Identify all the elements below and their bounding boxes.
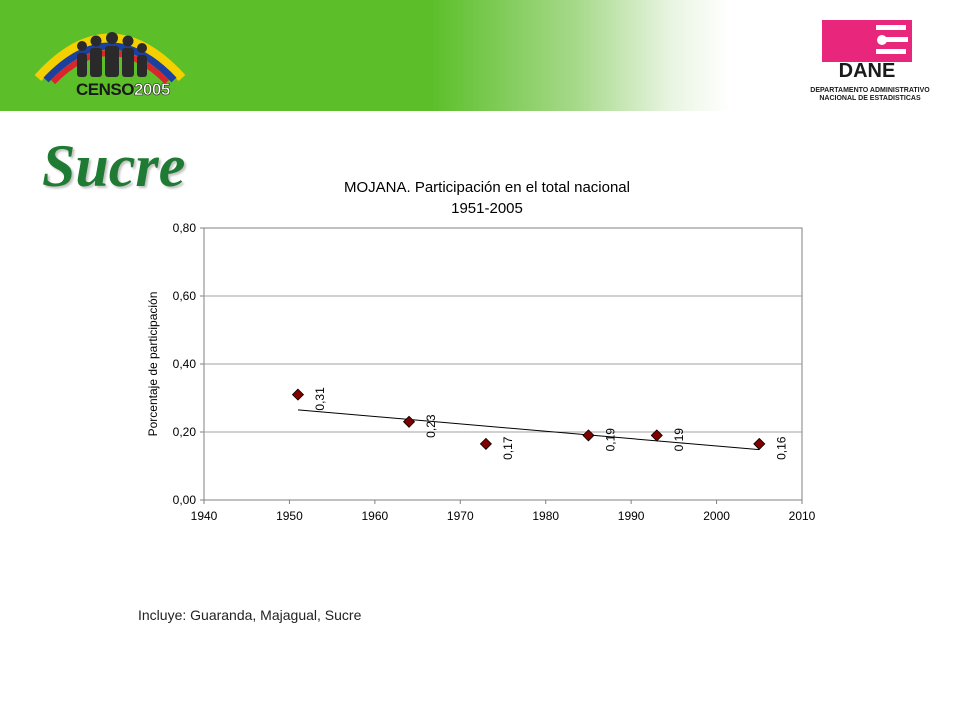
- x-tick-label: 1970: [447, 509, 474, 523]
- data-point: [402, 415, 416, 428]
- dane-caption: DEPARTAMENTO ADMINISTRATIVO NACIONAL DE …: [790, 87, 950, 103]
- y-tick-label: 0,00: [173, 493, 197, 507]
- data-point: [582, 429, 595, 442]
- censo-brand: CENSO: [76, 80, 134, 99]
- y-axis-label: Porcentaje de participación: [146, 292, 160, 437]
- data-label: 0,17: [501, 436, 515, 460]
- data-point: [291, 388, 305, 401]
- censo-logo: [34, 32, 186, 85]
- x-tick-label: 1980: [532, 509, 559, 523]
- x-tick-label: 1990: [618, 509, 645, 523]
- y-tick-label: 0,40: [173, 357, 197, 371]
- region-title: Sucre: [42, 133, 186, 199]
- participation-chart: MOJANA. Participación en el total nacion…: [146, 179, 816, 523]
- municipalities-note: Incluye: Guaranda, Majagual, Sucre: [138, 607, 362, 623]
- data-label: 0,19: [603, 428, 617, 452]
- data-point: [753, 437, 766, 450]
- data-point: [650, 429, 663, 442]
- chart-title: MOJANA. Participación en el total nacion…: [344, 179, 630, 196]
- data-label: 0,23: [424, 414, 438, 438]
- y-tick-label: 0,60: [173, 289, 197, 303]
- data-label: 0,16: [774, 436, 788, 460]
- data-label: 0,31: [313, 387, 327, 411]
- y-tick-label: 0,20: [173, 425, 197, 439]
- x-tick-label: 2000: [703, 509, 730, 523]
- dane-caption-line1: DEPARTAMENTO ADMINISTRATIVO: [810, 87, 930, 94]
- dane-wordmark: DANE: [839, 60, 896, 82]
- censo-wordmark: CENSO2005: [76, 80, 171, 100]
- x-tick-label: 1940: [191, 509, 218, 523]
- censo-year: 2005: [133, 80, 171, 100]
- y-tick-label: 0,80: [173, 221, 197, 235]
- x-tick-label: 1960: [362, 509, 389, 523]
- data-label: 0,19: [672, 428, 686, 452]
- chart-subtitle: 1951-2005: [451, 200, 523, 217]
- x-tick-label: 1950: [276, 509, 303, 523]
- data-point: [479, 437, 492, 450]
- dane-logo: DANE: [822, 20, 912, 82]
- x-tick-label: 2010: [789, 509, 816, 523]
- trend-line: [297, 409, 760, 451]
- dane-caption-line2: NACIONAL DE ESTADISTICAS: [819, 95, 921, 102]
